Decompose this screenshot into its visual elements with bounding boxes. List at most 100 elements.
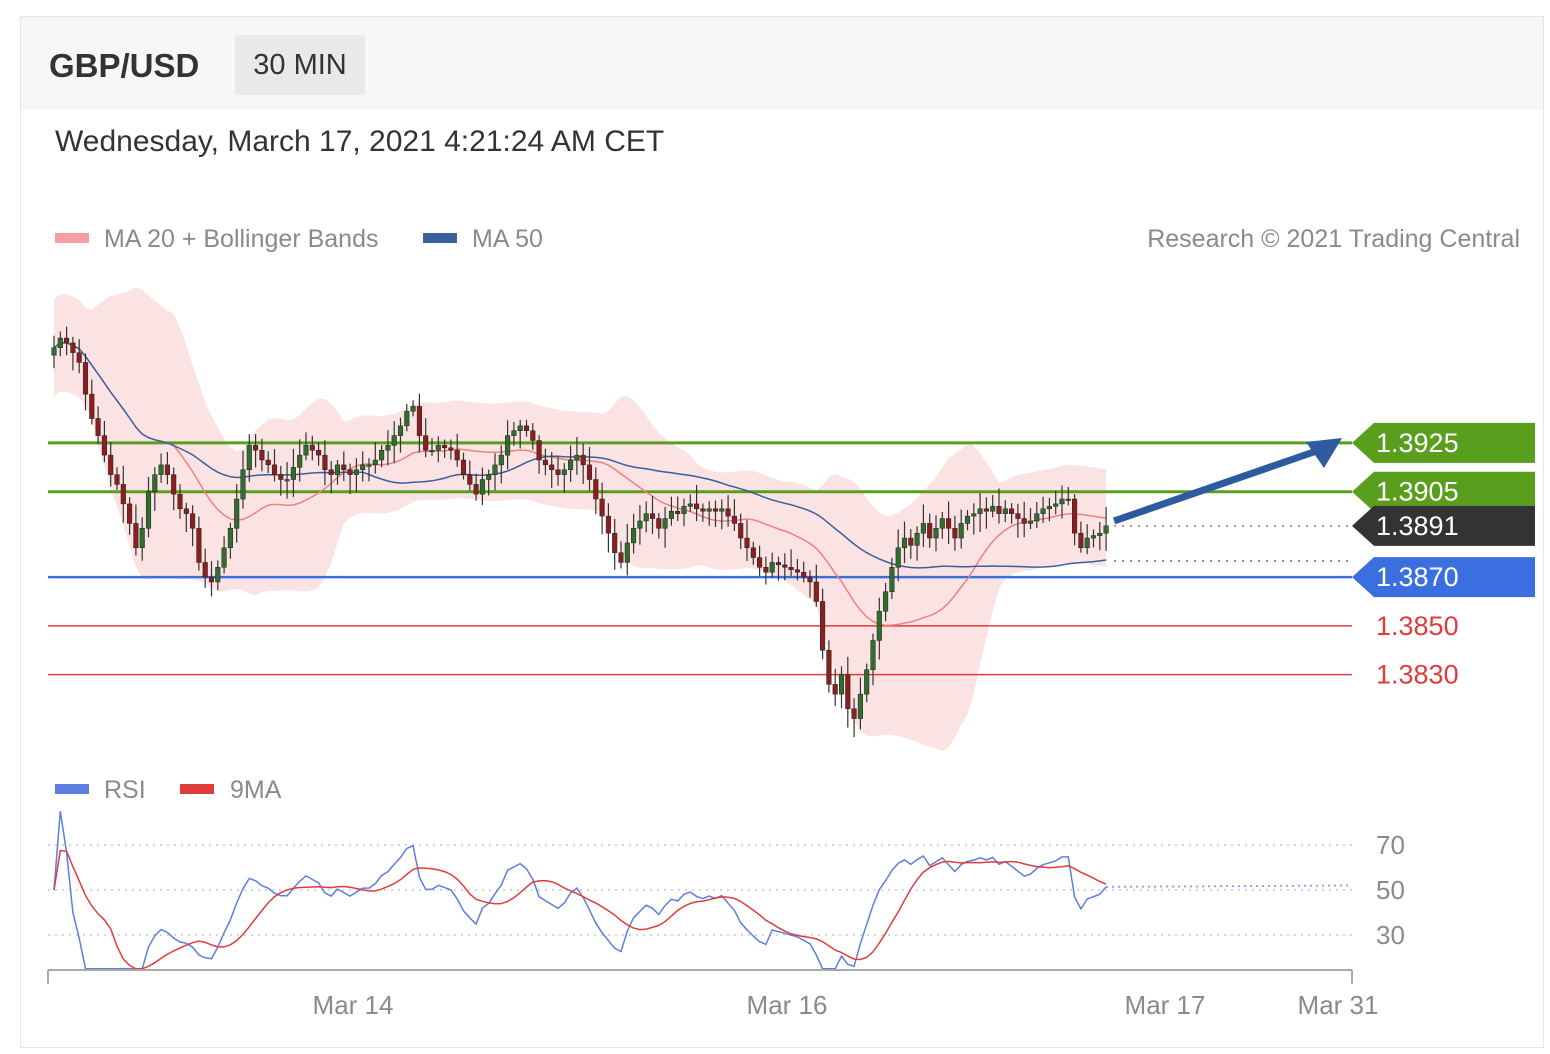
candle-body (1046, 506, 1052, 510)
ma50-legend-label: MA 50 (472, 225, 543, 253)
candle (851, 698, 857, 738)
candle-body (164, 464, 170, 475)
candle (416, 393, 422, 453)
candle-body (782, 564, 788, 568)
chart-datetime: Wednesday, March 17, 2021 4:21:24 AM CET (55, 125, 665, 158)
candle (750, 541, 756, 565)
candle (448, 439, 454, 460)
candle (479, 467, 485, 506)
candle-body (284, 479, 290, 482)
candle-body (265, 459, 271, 466)
candle-body (360, 464, 366, 471)
candle-body (158, 464, 164, 475)
candle-body (372, 459, 378, 466)
candle-body (1097, 532, 1103, 536)
candle (177, 484, 183, 519)
candle-body (127, 503, 133, 524)
candle-body (454, 449, 460, 461)
candle (360, 451, 366, 482)
candle-body (738, 523, 744, 539)
candle-body (990, 506, 996, 512)
candle (467, 460, 473, 491)
candle (234, 484, 240, 543)
candle (309, 435, 315, 461)
candle-body (1072, 498, 1078, 534)
candle (246, 434, 252, 482)
candle-body (870, 640, 876, 671)
candle-body (64, 337, 70, 344)
candle-body (473, 484, 479, 495)
rsi-forecast-dotted (1106, 884, 1353, 888)
candle (227, 522, 233, 559)
level-label-1.3870: 1.3870 (1376, 562, 1459, 592)
x-tick-label: Mar 31 (1298, 990, 1379, 1020)
candle-body (423, 435, 429, 451)
candle-body (486, 474, 492, 480)
rsi-legend-swatch (55, 784, 89, 794)
candle (208, 561, 215, 597)
candle-body (328, 469, 334, 475)
candle-body (794, 569, 800, 573)
candle-body (681, 506, 687, 514)
candle (460, 452, 467, 480)
candle (397, 417, 404, 453)
ma50-line (53, 342, 1107, 569)
x-axis: Mar 14 Mar 16 Mar 17 Mar 31 (47, 969, 1379, 1020)
rsi-ma-legend-swatch (180, 784, 214, 794)
candle-body (190, 513, 196, 529)
candle (253, 434, 259, 468)
candle (322, 440, 328, 486)
candle (442, 439, 448, 458)
rsi-panel: 70 50 30 (48, 811, 1405, 970)
candle-body (51, 347, 57, 356)
candle (353, 458, 359, 493)
candle (927, 513, 933, 548)
chart-header: GBP/USD 30 MIN (21, 17, 1543, 109)
candle (120, 465, 126, 523)
candle-body (89, 393, 95, 419)
candle (190, 505, 196, 547)
candle-body (505, 435, 511, 456)
candle-body (927, 523, 933, 539)
candle-body (574, 454, 580, 461)
candle (473, 473, 479, 501)
candle (826, 640, 832, 693)
forecast-arrow (1112, 438, 1342, 525)
candle-body (687, 503, 693, 507)
candle (95, 406, 101, 444)
candle (316, 442, 322, 466)
candle (719, 499, 725, 530)
candle (505, 420, 511, 470)
level-tag-1.3891 (1352, 505, 1535, 546)
candle (145, 476, 152, 538)
candle (1097, 521, 1103, 551)
candle (738, 513, 744, 550)
candle-body (775, 562, 782, 566)
copyright-label: Research © 2021 Trading Central (1147, 225, 1520, 253)
candle (586, 447, 593, 491)
candle (769, 552, 775, 578)
forecast-arrow-head (1306, 438, 1342, 469)
candle (561, 463, 567, 493)
candle-body (612, 532, 618, 553)
candle (574, 436, 580, 475)
candle (164, 451, 170, 485)
level-tag-1.3905 (1352, 471, 1535, 512)
level-label-1.3905: 1.3905 (1376, 477, 1459, 507)
candle (782, 553, 788, 581)
candle-body (946, 518, 952, 529)
candle-body (1021, 518, 1027, 524)
candle-body (498, 454, 504, 466)
candle (1015, 503, 1021, 538)
candle-body (763, 567, 769, 573)
candle (794, 558, 800, 581)
candle-body (139, 528, 145, 549)
timeframe-button[interactable]: 30 MIN (235, 35, 365, 95)
candle-body (366, 464, 372, 467)
candle (379, 445, 385, 468)
candle (1072, 494, 1078, 546)
candle-body (82, 362, 89, 395)
candle-body (851, 708, 857, 719)
candle-body (492, 464, 498, 475)
candle-body (952, 528, 958, 539)
